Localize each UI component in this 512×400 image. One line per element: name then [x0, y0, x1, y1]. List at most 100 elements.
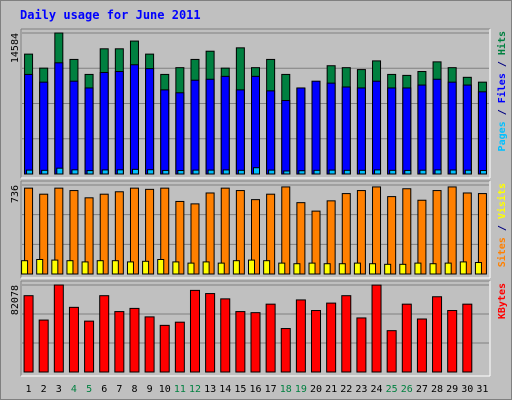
- x-tick-label: 31: [476, 384, 488, 395]
- kbytes-panel-kbytes-bar: [174, 321, 185, 373]
- x-tick-label: 20: [310, 384, 322, 395]
- visits-panel-sites-bar: [338, 263, 346, 275]
- visits-panel-sites-bar: [202, 261, 210, 275]
- visits-panel-visits-bar: [39, 193, 49, 275]
- x-tick-label: 25: [386, 384, 398, 395]
- visits-panel-visits-bar: [190, 203, 200, 275]
- hits-panel-files-bar: [417, 84, 427, 175]
- visits-panel-visits-bar: [220, 187, 230, 275]
- x-tick-label: 13: [204, 384, 216, 395]
- visits-panel-sites-bar: [248, 259, 255, 275]
- hits-panel-files-bar: [326, 82, 336, 175]
- kbytes-panel-kbytes-bar: [280, 328, 291, 373]
- hits-panel-pages-bar: [26, 169, 34, 175]
- hits-panel-max-label: 14584: [10, 33, 21, 63]
- x-tick-label: 12: [189, 384, 201, 395]
- visits-panel-visits-bar: [251, 199, 260, 275]
- hits-panel-files-bar: [220, 75, 230, 175]
- legend-entry: Pages: [497, 121, 508, 151]
- visits-panel-sites-bar: [126, 261, 134, 275]
- kbytes-panel-kbytes-bar: [159, 324, 170, 373]
- visits-panel-visits-bar: [341, 193, 351, 275]
- visits-panel-sites-bar: [308, 262, 316, 275]
- x-tick-label: 6: [101, 384, 107, 395]
- x-tick-label: 2: [41, 384, 47, 395]
- kbytes-panel-kbytes-bar: [326, 302, 337, 373]
- kbytes-panel-kbytes-bar: [401, 303, 412, 373]
- kbytes-panel-kbytes-bar: [220, 298, 231, 373]
- kbytes-panel-kbytes-bar: [114, 311, 125, 373]
- x-tick-label: 28: [431, 384, 443, 395]
- visits-panel-visits-bar: [175, 200, 185, 275]
- visits-panel-visits-bar: [402, 188, 412, 275]
- visits-panel-visits-bar: [24, 187, 34, 275]
- hits-panel-pages-bar: [86, 170, 94, 175]
- visits-panel-visits-bar: [235, 190, 245, 275]
- hits-panel-files-bar: [432, 78, 442, 175]
- hits-panel-pages-bar: [116, 169, 124, 175]
- hits-panel-files-bar: [372, 80, 382, 175]
- kbytes-panel-kbytes-bar: [68, 306, 79, 373]
- hits-panel-pages-bar: [147, 169, 155, 175]
- kbytes-panel-max-label: 82078: [10, 285, 21, 315]
- hits-panel-pages-bar: [479, 170, 487, 175]
- legend-entry: Hits: [496, 31, 508, 55]
- kbytes-panel-kbytes-bar: [99, 295, 110, 373]
- visits-panel-visits-bar: [326, 200, 336, 275]
- x-tick-label: 22: [340, 384, 352, 395]
- visits-panel-visits-bar: [114, 191, 124, 275]
- visits-panel-sites-bar: [66, 260, 74, 275]
- hits-panel-pages-bar: [207, 169, 215, 175]
- visits-panel-visits-bar: [462, 192, 472, 275]
- hits-panel-files-bar: [160, 89, 170, 175]
- hits-panel-pages-bar: [358, 169, 366, 175]
- visits-panel-sites-bar: [187, 262, 195, 275]
- kbytes-panel-kbytes-bar: [235, 311, 246, 373]
- x-tick-label: 1: [26, 384, 32, 395]
- hits-panel-pages-bar: [41, 169, 49, 175]
- kbytes-panel-kbytes-bar: [84, 320, 95, 373]
- hits-panel-files-bar: [69, 80, 79, 175]
- visits-panel-sites-bar: [474, 262, 482, 275]
- visits-panel-visits-bar: [477, 193, 487, 275]
- visits-panel-legend: Sites / Visits: [496, 183, 508, 267]
- kbytes-panel-kbytes-bar: [38, 319, 49, 373]
- visits-panel-sites-bar: [399, 263, 407, 275]
- hits-panel-pages-bar: [283, 170, 291, 175]
- chart-title: Daily usage for June 2011: [20, 8, 201, 22]
- hits-panel-files-bar: [462, 84, 472, 175]
- hits-panel-legend: Pages / Files / Hits: [496, 31, 508, 151]
- kbytes-panel-kbytes-bar: [356, 317, 367, 373]
- hits-panel-files-bar: [84, 87, 94, 175]
- hits-panel-pages-bar: [419, 169, 427, 175]
- x-tick-label: 18: [280, 384, 292, 395]
- visits-panel-sites-bar: [172, 261, 180, 275]
- x-tick-label: 23: [355, 384, 367, 395]
- hits-panel-pages-bar: [177, 170, 185, 175]
- legend-entry: Visits: [496, 183, 508, 219]
- hits-panel-pages-bar: [298, 170, 306, 175]
- hits-panel-files-bar: [447, 81, 457, 175]
- hits-panel-pages-bar: [464, 169, 472, 175]
- hits-panel-pages-bar: [131, 168, 139, 175]
- hits-panel-files-bar: [145, 68, 155, 175]
- hits-panel-files-bar: [54, 62, 64, 175]
- visits-panel-sites-bar: [232, 260, 240, 275]
- visits-panel-sites-bar: [96, 260, 104, 275]
- hits-panel-pages-bar: [192, 169, 200, 175]
- hits-panel-files-bar: [266, 90, 276, 175]
- kbytes-panel-legend: KBytes: [497, 283, 508, 319]
- hits-panel-files-bar: [99, 71, 109, 175]
- legend-entry: /: [497, 103, 508, 121]
- legend-entry: /: [497, 219, 508, 237]
- x-tick-label: 10: [159, 384, 171, 395]
- kbytes-panel-kbytes-bar: [311, 310, 322, 373]
- x-tick-label: 8: [131, 384, 137, 395]
- x-tick-label: 3: [56, 384, 62, 395]
- visits-panel-visits-bar: [54, 187, 64, 275]
- kbytes-panel-kbytes-bar: [416, 318, 427, 373]
- kbytes-panel-kbytes-bar: [53, 284, 64, 373]
- kbytes-panel-kbytes-bar: [189, 289, 200, 373]
- visits-panel-sites-bar: [278, 262, 286, 275]
- kbytes-panel-kbytes-bar: [250, 312, 261, 373]
